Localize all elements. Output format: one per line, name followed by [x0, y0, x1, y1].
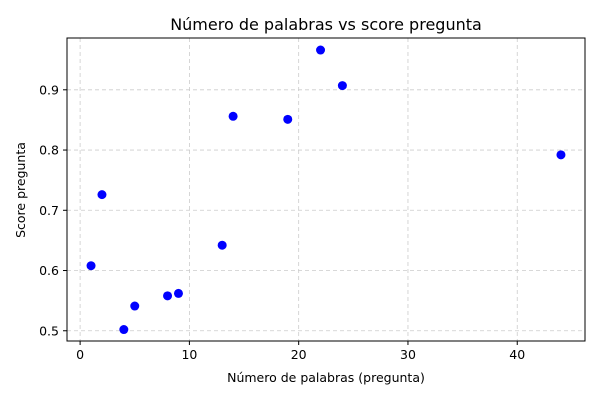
- data-point: [163, 291, 173, 301]
- data-point: [173, 288, 183, 298]
- grid-lines: [67, 38, 585, 341]
- y-tick-label: 0.5: [39, 323, 59, 338]
- x-tick-label: 30: [400, 347, 416, 362]
- data-point: [283, 114, 293, 124]
- x-tick-label: 20: [291, 347, 307, 362]
- x-tick-label: 10: [181, 347, 197, 362]
- data-point: [556, 150, 566, 160]
- data-point: [130, 301, 140, 311]
- data-point: [228, 111, 238, 121]
- data-point: [316, 45, 326, 55]
- data-points: [86, 45, 566, 335]
- y-tick-label: 0.7: [39, 203, 59, 218]
- data-point: [97, 190, 107, 200]
- data-point: [119, 325, 129, 335]
- y-tick-label: 0.6: [39, 263, 59, 278]
- x-axis-label: Número de palabras (pregunta): [227, 370, 425, 385]
- x-tick-label: 0: [76, 347, 84, 362]
- chart-title: Número de palabras vs score pregunta: [170, 15, 482, 34]
- axis-ticks: 0 10 20 30 40 0.5 0.6 0.7 0.8 0.9: [39, 82, 525, 362]
- y-tick-label: 0.9: [39, 82, 59, 97]
- data-point: [217, 240, 227, 250]
- x-tick-label: 40: [509, 347, 525, 362]
- y-tick-label: 0.8: [39, 143, 59, 158]
- y-axis-label: Score pregunta: [13, 142, 28, 238]
- data-point: [86, 261, 96, 271]
- data-point: [337, 81, 347, 91]
- plot-area-frame: [66, 37, 586, 342]
